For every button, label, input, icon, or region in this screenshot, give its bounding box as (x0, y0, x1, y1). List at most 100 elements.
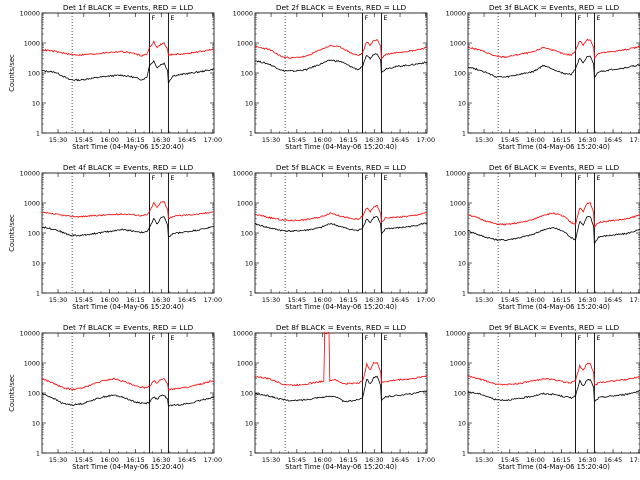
x-axis-label: Start Time (04-May-06 15:20:40) (72, 303, 184, 311)
y-tick-label: 10 (245, 419, 253, 427)
panel-title: Det 3f BLACK = Events, RED = LLD (489, 3, 620, 12)
panel-title: Det 9f BLACK = Events, RED = LLD (489, 323, 620, 332)
y-tick-label: 1 (249, 449, 253, 457)
y-tick-label: 100 (28, 389, 40, 397)
marker-label: E (596, 334, 600, 342)
marker-label: F (578, 334, 582, 342)
x-axis-label: Start Time (04-May-06 15:20:40) (285, 143, 397, 151)
series-line-lld (254, 204, 428, 223)
marker-label: F (152, 14, 156, 22)
y-tick-label: 10000 (446, 9, 466, 17)
series-line-lld (41, 201, 215, 220)
y-tick-label: 1 (36, 289, 40, 297)
panel-title: Det 1f BLACK = Events, RED = LLD (63, 3, 194, 12)
series-line-lld (41, 40, 215, 57)
x-tick-label: 16:00 (313, 296, 331, 304)
panels-group: Det 1f BLACK = Events, RED = LLD 1 10 100 10… (8, 3, 640, 471)
marker-label: E (170, 14, 174, 22)
y-tick-label: 1 (462, 129, 466, 137)
y-tick-label: 1000 (24, 359, 40, 367)
y-tick-label: 1000 (450, 39, 466, 47)
y-tick-label: 10 (458, 99, 466, 107)
panel-title: Det 8f BLACK = Events, RED = LLD (276, 323, 407, 332)
series-line-events (467, 215, 640, 245)
x-tick-label: 16:45 (178, 136, 196, 144)
series-line-lld (41, 377, 215, 391)
y-tick-label: 1 (249, 289, 253, 297)
x-tick-label: 16:30 (365, 296, 383, 304)
x-tick-label: 15:30 (49, 296, 67, 304)
x-tick-label: 16:45 (391, 296, 409, 304)
series-line-events (41, 60, 215, 84)
x-tick-label: 16:45 (178, 296, 196, 304)
marker-label: E (383, 334, 387, 342)
x-tick-label: 15:45 (75, 136, 93, 144)
y-tick-label: 10 (458, 259, 466, 267)
y-tick-label: 100 (28, 69, 40, 77)
panel-det-1f: Det 1f BLACK = Events, RED = LLD 1 10 100 10… (8, 3, 222, 151)
x-tick-label: 16:15 (552, 456, 570, 464)
x-tick-label: 15:30 (262, 296, 280, 304)
series-line-events (467, 55, 640, 79)
marker-label: F (578, 14, 582, 22)
x-tick-label: 16:45 (604, 456, 622, 464)
panel-title: Det 5f BLACK = Events, RED = LLD (276, 163, 407, 172)
y-tick-label: 10 (245, 99, 253, 107)
panel-title: Det 7f BLACK = Events, RED = LLD (63, 323, 194, 332)
x-axis-label: Start Time (04-May-06 15:20:40) (285, 463, 397, 471)
marker-label: F (152, 334, 156, 342)
y-tick-label: 10 (245, 259, 253, 267)
x-tick-label: 16:00 (313, 136, 331, 144)
panel-det-6f: Det 6f BLACK = Events, RED = LLD 1 10 100 10… (446, 163, 640, 311)
y-tick-label: 100 (241, 389, 253, 397)
y-tick-label: 100 (28, 229, 40, 237)
y-tick-label: 1000 (237, 359, 253, 367)
y-tick-label: 1 (249, 129, 253, 137)
x-tick-label: 16:00 (100, 456, 118, 464)
x-tick-label: 17:00 (417, 456, 435, 464)
x-tick-label: 16:30 (578, 296, 596, 304)
marker-label: E (170, 334, 174, 342)
y-tick-label: 10000 (233, 329, 253, 337)
y-tick-label: 1000 (450, 199, 466, 207)
panel-det-8f: Det 8f BLACK = Events, RED = LLD 1 10 100 10… (233, 323, 435, 471)
series-line-events (41, 216, 215, 238)
x-tick-label: 16:30 (578, 136, 596, 144)
y-tick-label: 1000 (24, 199, 40, 207)
x-tick-label: 17:00 (630, 296, 640, 304)
y-tick-label: 10 (32, 419, 40, 427)
y-axis-label: Counts/sec (8, 374, 16, 412)
x-tick-label: 15:30 (475, 136, 493, 144)
x-tick-label: 16:45 (604, 136, 622, 144)
x-tick-label: 17:00 (204, 296, 222, 304)
x-tick-label: 16:45 (391, 136, 409, 144)
y-tick-label: 1000 (237, 39, 253, 47)
x-tick-label: 15:45 (288, 136, 306, 144)
y-tick-label: 10000 (20, 169, 40, 177)
panel-det-5f: Det 5f BLACK = Events, RED = LLD 1 10 100 10… (233, 163, 435, 311)
x-axis-label: Start Time (04-May-06 15:20:40) (498, 463, 610, 471)
y-tick-label: 10000 (233, 9, 253, 17)
panel-title: Det 2f BLACK = Events, RED = LLD (276, 3, 407, 12)
x-tick-label: 17:00 (630, 136, 640, 144)
y-tick-label: 100 (454, 389, 466, 397)
x-tick-label: 16:30 (578, 456, 596, 464)
y-tick-label: 10000 (233, 169, 253, 177)
x-tick-label: 16:15 (339, 136, 357, 144)
series-line-lld (254, 331, 428, 387)
x-axis-label: Start Time (04-May-06 15:20:40) (72, 143, 184, 151)
series-line-lld (467, 38, 640, 59)
marker-label: E (383, 14, 387, 22)
x-tick-label: 15:30 (262, 456, 280, 464)
series-line-events (254, 53, 428, 75)
panel-det-2f: Det 2f BLACK = Events, RED = LLD 1 10 100 10… (233, 3, 435, 151)
x-tick-label: 16:15 (552, 136, 570, 144)
series-line-events (255, 216, 428, 235)
marker-label: E (170, 174, 174, 182)
y-tick-label: 100 (241, 229, 253, 237)
panel-det-7f: Det 7f BLACK = Events, RED = LLD 1 10 100 10… (8, 323, 222, 471)
panel-title: Det 4f BLACK = Events, RED = LLD (63, 163, 194, 172)
x-tick-label: 15:45 (288, 456, 306, 464)
x-tick-label: 16:00 (526, 296, 544, 304)
